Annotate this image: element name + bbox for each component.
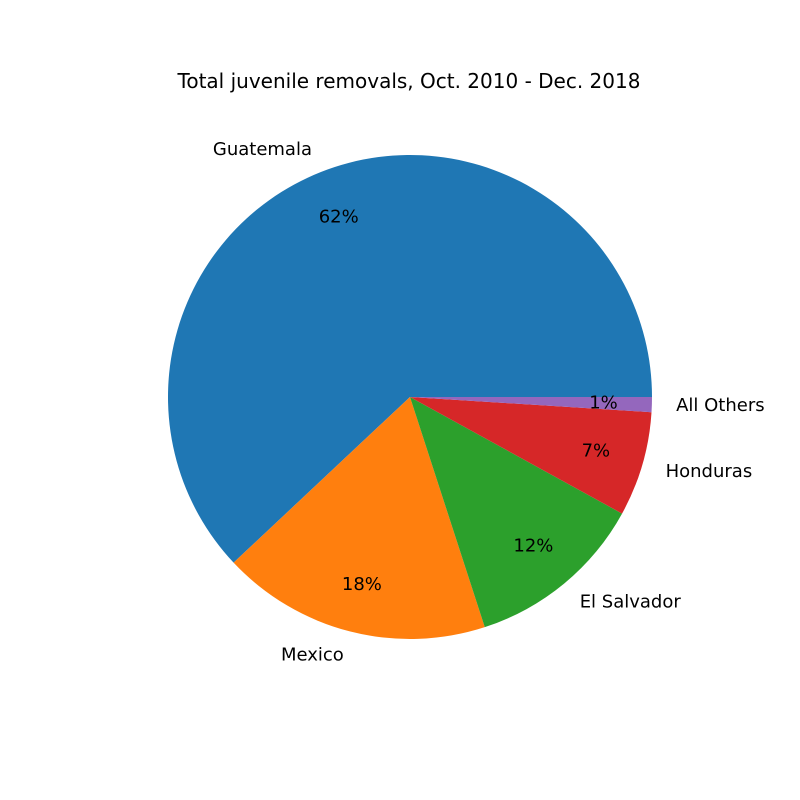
slice-percent-el-salvador: 12% [513, 536, 553, 557]
chart-title: Total juvenile removals, Oct. 2010 - Dec… [177, 69, 641, 93]
pie-labels: Guatemala 62% Mexico 18% El Salvador 12% Hondu… [213, 139, 765, 665]
slice-label-el-salvador: El Salvador [580, 592, 682, 613]
pie-slice-honduras [410, 397, 652, 514]
pie-slices [167, 154, 652, 640]
pie-slice-guatemala [167, 154, 652, 563]
slice-label-all-others: All Others [676, 395, 765, 416]
slice-percent-all-others: 1% [589, 393, 618, 414]
slice-label-honduras: Honduras [666, 461, 753, 482]
slice-label-mexico: Mexico [281, 644, 344, 665]
slice-percent-honduras: 7% [582, 441, 611, 462]
pie-slice-mexico [233, 397, 485, 640]
slice-label-guatemala: Guatemala [213, 139, 312, 160]
slice-percent-guatemala: 62% [319, 207, 359, 228]
pie-slice-all-others [410, 397, 652, 413]
slice-percent-mexico: 18% [342, 574, 382, 595]
pie-slice-el-salvador [410, 397, 623, 628]
